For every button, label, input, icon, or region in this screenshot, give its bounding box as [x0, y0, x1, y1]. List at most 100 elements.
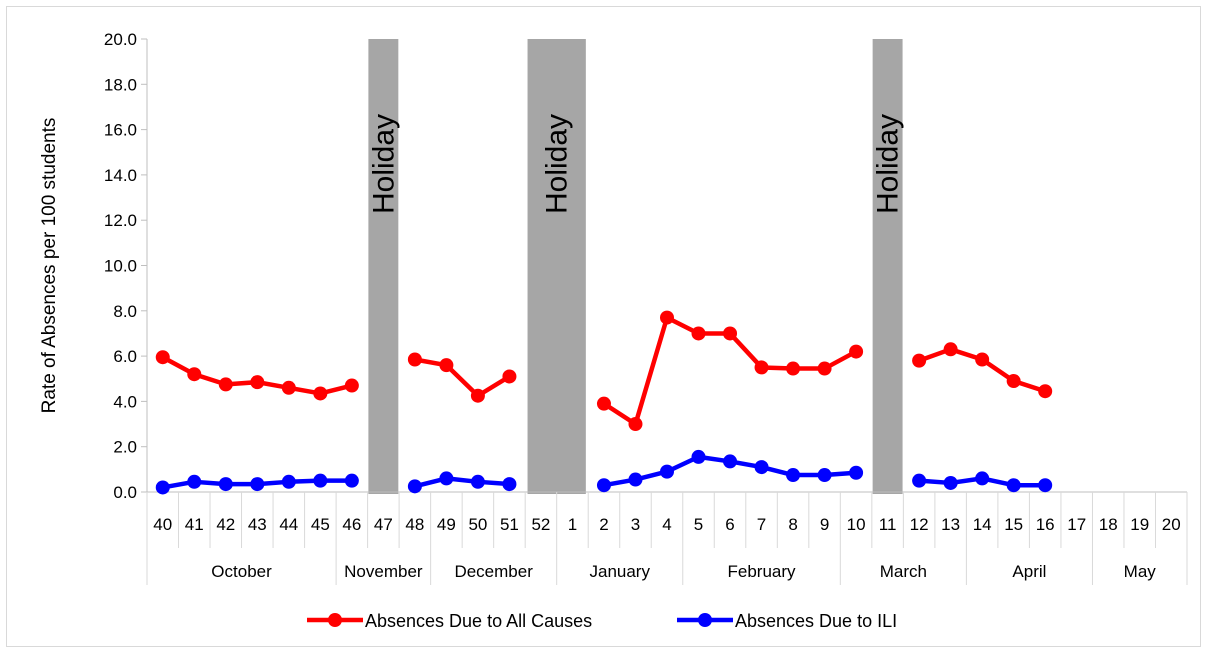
series-line	[414, 357, 511, 398]
x-tick-label: 16	[1036, 515, 1055, 534]
data-point	[502, 477, 517, 492]
data-point	[786, 361, 801, 376]
data-point	[1006, 478, 1021, 493]
data-point	[691, 449, 706, 464]
data-point	[250, 375, 265, 390]
chart-frame	[6, 6, 1201, 647]
x-tick-label: 3	[631, 515, 640, 534]
holiday-band	[872, 39, 903, 494]
x-tick-label: 11	[879, 515, 897, 534]
data-point	[344, 473, 359, 488]
legend-label: Absences Due to ILI	[735, 611, 897, 631]
data-point	[439, 358, 454, 373]
data-point	[817, 361, 832, 376]
holiday-label: Holiday	[872, 114, 905, 214]
data-point	[849, 344, 864, 359]
legend: Absences Due to All Causes Absences Due t…	[307, 611, 897, 631]
x-tick-label: 44	[279, 515, 298, 534]
x-axis-labels: 40 41 42 43 44 45 46 47 48 49 50 51 52 1 2 3 4 5 6 7 8 9 10 11 1…	[146, 492, 1188, 585]
month-label: November	[344, 562, 423, 581]
data-point	[849, 465, 864, 480]
y-tick-label: 12.0	[104, 211, 137, 230]
x-tick-label: 20	[1162, 515, 1181, 534]
data-point	[470, 388, 485, 403]
y-tick-label: 8.0	[113, 302, 137, 321]
x-tick-label: 41	[185, 515, 204, 534]
x-tick-label: 42	[216, 515, 235, 534]
data-point	[660, 464, 674, 479]
y-tick-label: 18.0	[104, 75, 137, 94]
data-point	[187, 367, 202, 382]
x-tick-label: 50	[468, 515, 487, 534]
data-point	[660, 310, 674, 325]
x-tick-label: 6	[725, 515, 734, 534]
data-point	[313, 473, 328, 488]
data-point	[628, 472, 643, 487]
legend-label: Absences Due to All Causes	[365, 611, 592, 631]
x-tick-label: 7	[757, 515, 766, 534]
data-point	[250, 477, 265, 492]
x-tick-label: 46	[342, 515, 361, 534]
data-point	[439, 471, 454, 486]
data-point	[628, 417, 643, 432]
x-tick-label: 19	[1130, 515, 1149, 534]
y-tick-label: 4.0	[113, 392, 137, 411]
data-point	[1038, 478, 1053, 493]
data-point	[754, 360, 769, 375]
data-point	[313, 386, 328, 401]
x-tick-label: 45	[311, 515, 330, 534]
legend-swatch-marker	[698, 613, 712, 627]
x-tick-label: 40	[153, 515, 172, 534]
x-tick-label: 1	[568, 515, 577, 534]
data-point	[344, 378, 359, 393]
data-point	[754, 460, 769, 475]
month-label: April	[1012, 562, 1046, 581]
holiday-band	[527, 39, 586, 494]
data-point	[817, 468, 832, 483]
x-tick-label: 14	[973, 515, 992, 534]
y-tick-label: 2.0	[113, 438, 137, 457]
data-point	[1006, 374, 1021, 389]
x-tick-label: 47	[374, 515, 393, 534]
axes: 0.0 2.0 4.0 6.0 8.0 10.0 12.0 14.0 16.0 18.0 20.0	[104, 30, 1187, 502]
data-point	[912, 353, 927, 368]
x-tick-label: 5	[694, 515, 703, 534]
holiday-label: Holiday	[367, 114, 400, 214]
month-label: March	[880, 562, 927, 581]
data-point	[723, 454, 738, 469]
x-tick-label: 8	[788, 515, 797, 534]
series-lines	[155, 310, 1053, 495]
data-point	[975, 471, 990, 486]
data-point	[1038, 384, 1053, 399]
x-tick-label: 18	[1099, 515, 1118, 534]
x-tick-label: 15	[1004, 515, 1023, 534]
month-label: May	[1124, 562, 1157, 581]
data-point	[596, 396, 611, 411]
data-point	[912, 473, 927, 488]
data-point	[187, 474, 202, 489]
data-point	[407, 479, 422, 494]
x-tick-label: 17	[1067, 515, 1086, 534]
month-label: February	[728, 562, 797, 581]
data-point	[155, 350, 170, 365]
data-point	[281, 474, 296, 489]
x-tick-label: 4	[662, 515, 671, 534]
x-tick-label: 49	[437, 515, 456, 534]
data-point	[691, 326, 706, 341]
data-point	[943, 475, 958, 490]
y-tick-label: 10.0	[104, 257, 137, 276]
holiday-band	[368, 39, 399, 494]
legend-swatch-marker	[328, 613, 342, 627]
x-tick-label: 13	[941, 515, 960, 534]
data-point	[155, 480, 170, 495]
y-axis-title: Rate of Absences per 100 students	[39, 118, 60, 414]
month-label: December	[454, 562, 533, 581]
data-point	[218, 477, 233, 492]
x-tick-label: 52	[531, 515, 550, 534]
x-tick-label: 12	[910, 515, 929, 534]
y-tick-label: 6.0	[113, 347, 137, 366]
data-point	[943, 342, 958, 357]
data-point	[281, 380, 296, 395]
y-tick-label: 20.0	[104, 30, 137, 49]
